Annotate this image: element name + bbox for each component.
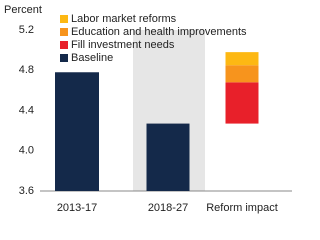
x-tick-label: 2013-17 [57,202,97,214]
bar-segment [225,82,259,124]
x-tick-label: Reform impact [206,202,278,214]
legend-swatch [60,41,68,49]
legend-label: Fill investment needs [71,39,175,51]
legend-label: Education and health improvements [71,26,247,38]
y-tick-label: 4.0 [19,145,34,157]
bar [55,72,99,191]
y-tick-label: 4.8 [19,64,34,76]
chart: Percent 3.6 4.0 4.4 4.8 5.2 2013-17 2018-27 Ref… [4,4,292,214]
bar-segment [225,65,259,83]
y-tick-label: 4.4 [19,104,34,116]
legend-swatch [60,28,68,36]
legend-label: Baseline [71,52,113,64]
x-tick-label: 2018-27 [148,202,188,214]
legend-swatch [60,54,68,62]
legend-swatch [60,15,68,23]
bar-segment [225,52,259,66]
bar [146,123,190,191]
y-tick-label: 3.6 [19,185,34,197]
y-tick-label: 5.2 [19,24,34,36]
y-axis-label: Percent [4,4,42,16]
legend-label: Labor market reforms [71,13,177,25]
